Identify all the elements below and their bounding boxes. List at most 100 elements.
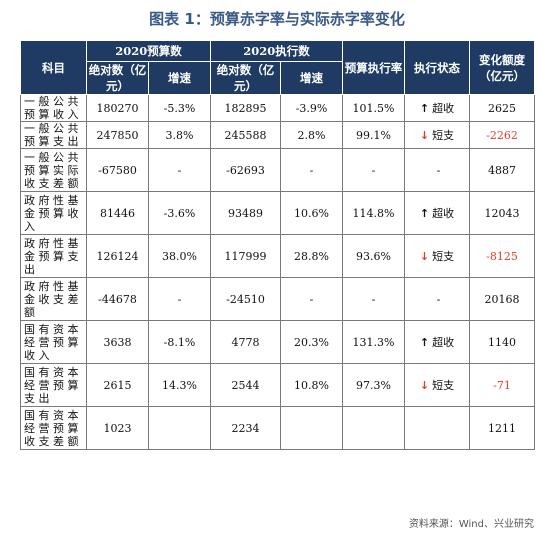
- table-row: 一般公共预算支出 247850 3.8% 245588 2.8% 99.1% ↓ 短支 -226…: [20, 121, 536, 149]
- subject-cell: 国有资本经营预算收支差额: [20, 406, 87, 450]
- budget-growth-cell: -8.1%: [147, 320, 212, 364]
- status-label: 超收: [432, 207, 455, 220]
- status-cell: ↑ 超收: [404, 320, 471, 364]
- budget-table: 科目 2020预算数 2020执行数 预算执行率 执行状态 变化额度（亿元） 绝…: [20, 40, 536, 450]
- change-amount-cell: 12043: [469, 191, 536, 235]
- budget-absolute-cell: -67580: [86, 148, 149, 192]
- change-amount-cell: 4887: [469, 148, 536, 192]
- actual-absolute-cell: -24510: [210, 277, 282, 321]
- down-arrow-icon: ↓: [419, 129, 430, 142]
- table-row: 一般公共预算收入 180270 -5.3% 182895 -3.9% 101.5% ↑ 超收 2…: [20, 94, 536, 122]
- budget-growth-cell: -: [147, 148, 212, 192]
- table-row: 国有资本经营预算支出 2615 14.3% 2544 10.8% 97.3% ↓ 短支 -71: [20, 363, 536, 407]
- subject-cell: 政府性基金预算收入: [20, 191, 87, 235]
- header-actual-growth: 增速: [280, 61, 344, 95]
- budget-absolute-cell: 2615: [86, 363, 149, 407]
- table-container: 科目 2020预算数 2020执行数 预算执行率 执行状态 变化额度（亿元） 绝…: [20, 40, 536, 450]
- actual-absolute-cell: 182895: [210, 94, 282, 122]
- budget-growth-cell: [147, 406, 212, 450]
- status-label: 超收: [432, 336, 455, 349]
- status-cell: ↑ 超收: [404, 94, 471, 122]
- change-amount-cell: 1211: [469, 406, 536, 450]
- budget-absolute-cell: 126124: [86, 234, 149, 278]
- subject-cell: 政府性基金收支差额: [20, 277, 87, 321]
- budget-growth-cell: -3.6%: [147, 191, 212, 235]
- actual-growth-cell: 2.8%: [280, 121, 344, 149]
- budget-growth-cell: -5.3%: [147, 94, 212, 122]
- page-title: 图表 1：预算赤字率与实际赤字率变化: [149, 10, 405, 28]
- table-row: 国有资本经营预算收入 3638 -8.1% 4778 20.3% 131.3% ↑ 超收 114…: [20, 320, 536, 364]
- change-amount-cell: 2625: [469, 94, 536, 122]
- budget-growth-cell: -: [147, 277, 212, 321]
- budget-absolute-cell: -44678: [86, 277, 149, 321]
- status-label: -: [436, 292, 441, 306]
- header-status: 执行状态: [404, 40, 471, 95]
- subject-cell: 一般公共预算支出: [20, 121, 87, 149]
- status-label: 短支: [432, 129, 455, 142]
- subject-cell: 一般公共预算收入: [20, 94, 87, 122]
- status-label: -: [436, 163, 441, 177]
- execution-ratio-cell: 93.6%: [342, 234, 406, 278]
- budget-absolute-cell: 1023: [86, 406, 149, 450]
- down-arrow-icon: ↓: [419, 250, 430, 263]
- status-label: 超收: [432, 102, 455, 115]
- change-amount-cell: -8125: [469, 234, 536, 278]
- actual-absolute-cell: 2544: [210, 363, 282, 407]
- status-cell: ↓ 短支: [404, 121, 471, 149]
- table-row: 国有资本经营预算收支差额 1023 2234 1211: [20, 406, 536, 450]
- up-arrow-icon: ↑: [419, 336, 430, 349]
- actual-absolute-cell: 245588: [210, 121, 282, 149]
- execution-ratio-cell: 114.8%: [342, 191, 406, 235]
- subject-cell: 政府性基金预算支出: [20, 234, 87, 278]
- header-actual-absolute: 绝对数（亿元）: [210, 61, 282, 95]
- actual-absolute-cell: 2234: [210, 406, 282, 450]
- change-amount-cell: 20168: [469, 277, 536, 321]
- execution-ratio-cell: -: [342, 148, 406, 192]
- up-arrow-icon: ↑: [419, 207, 430, 220]
- header-ratio: 预算执行率: [342, 40, 406, 95]
- actual-growth-cell: 10.8%: [280, 363, 344, 407]
- change-amount-cell: 1140: [469, 320, 536, 364]
- actual-growth-cell: 20.3%: [280, 320, 344, 364]
- actual-growth-cell: 10.6%: [280, 191, 344, 235]
- budget-absolute-cell: 81446: [86, 191, 149, 235]
- status-cell: -: [404, 148, 471, 192]
- status-cell: ↓ 短支: [404, 234, 471, 278]
- actual-absolute-cell: 4778: [210, 320, 282, 364]
- subject-cell: 国有资本经营预算支出: [20, 363, 87, 407]
- actual-growth-cell: -: [280, 277, 344, 321]
- subject-cell: 国有资本经营预算收入: [20, 320, 87, 364]
- actual-growth-cell: 28.8%: [280, 234, 344, 278]
- header-budget-group: 2020预算数: [85, 40, 212, 62]
- change-amount-cell: -2262: [469, 121, 536, 149]
- header-budget-growth: 增速: [147, 61, 212, 95]
- actual-absolute-cell: 93489: [210, 191, 282, 235]
- execution-ratio-cell: -: [342, 277, 406, 321]
- budget-absolute-cell: 3638: [86, 320, 149, 364]
- status-cell: ↓ 短支: [404, 363, 471, 407]
- budget-growth-cell: 38.0%: [147, 234, 212, 278]
- table-row: 一般公共预算实际收支差额 -67580- -62693- - -4887: [20, 148, 536, 192]
- table-row: 政府性基金预算收入 81446 -3.6% 93489 10.6% 114.8% ↑ 超收 12…: [20, 191, 536, 235]
- header-actual-group: 2020执行数: [210, 40, 344, 62]
- status-cell: -: [404, 277, 471, 321]
- status-cell: [404, 406, 471, 450]
- table-row: 政府性基金收支差额 -44678- -24510- - -20168: [20, 277, 536, 321]
- status-label: 短支: [432, 379, 455, 392]
- execution-ratio-cell: 101.5%: [342, 94, 406, 122]
- actual-growth-cell: -: [280, 148, 344, 192]
- status-cell: ↑ 超收: [404, 191, 471, 235]
- header-change: 变化额度（亿元）: [469, 40, 536, 95]
- actual-absolute-cell: -62693: [210, 148, 282, 192]
- header-subject: 科目: [20, 40, 87, 95]
- down-arrow-icon: ↓: [419, 379, 430, 392]
- table-row: 政府性基金预算支出 126124 38.0% 117999 28.8% 93.6% ↓ 短支 -…: [20, 234, 536, 278]
- up-arrow-icon: ↑: [419, 102, 430, 115]
- actual-growth-cell: [280, 406, 344, 450]
- header-budget-absolute: 绝对数（亿元）: [86, 61, 149, 95]
- source-note: 资料来源：Wind、兴业研究: [408, 519, 534, 530]
- execution-ratio-cell: 99.1%: [342, 121, 406, 149]
- budget-absolute-cell: 247850: [86, 121, 149, 149]
- subject-cell: 一般公共预算实际收支差额: [20, 148, 87, 192]
- budget-absolute-cell: 180270: [86, 94, 149, 122]
